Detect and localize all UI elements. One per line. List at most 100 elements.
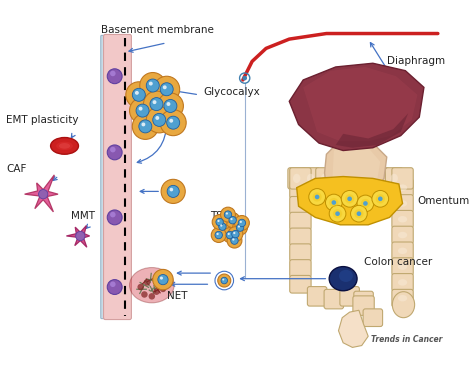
Circle shape: [341, 190, 358, 207]
Text: MMT: MMT: [71, 211, 95, 221]
FancyBboxPatch shape: [372, 168, 389, 189]
Circle shape: [167, 116, 180, 129]
Circle shape: [76, 231, 85, 241]
Circle shape: [149, 81, 153, 86]
Circle shape: [222, 228, 237, 243]
Circle shape: [129, 98, 155, 124]
Circle shape: [153, 100, 156, 104]
Text: Trends in Cancer: Trends in Cancer: [371, 335, 442, 344]
Circle shape: [312, 192, 322, 201]
Circle shape: [216, 218, 223, 226]
Circle shape: [132, 113, 158, 139]
FancyBboxPatch shape: [363, 309, 383, 327]
Circle shape: [110, 212, 116, 217]
Circle shape: [233, 220, 247, 235]
FancyBboxPatch shape: [288, 168, 306, 189]
Circle shape: [107, 145, 122, 160]
Circle shape: [126, 82, 152, 108]
Ellipse shape: [398, 264, 407, 270]
Circle shape: [136, 104, 149, 117]
Text: Glycocalyx: Glycocalyx: [204, 87, 261, 97]
Text: Colon cancer: Colon cancer: [364, 257, 432, 267]
Text: EMT plasticity: EMT plasticity: [6, 115, 79, 125]
Circle shape: [231, 237, 238, 244]
Circle shape: [153, 269, 173, 290]
Circle shape: [140, 73, 166, 98]
Circle shape: [228, 233, 230, 235]
Circle shape: [163, 86, 167, 89]
Circle shape: [233, 232, 236, 234]
Circle shape: [347, 196, 352, 201]
Circle shape: [155, 116, 159, 120]
FancyBboxPatch shape: [290, 259, 311, 277]
FancyBboxPatch shape: [103, 34, 131, 320]
Ellipse shape: [392, 292, 415, 318]
Circle shape: [372, 190, 389, 207]
Circle shape: [144, 279, 150, 286]
FancyBboxPatch shape: [354, 291, 374, 311]
Ellipse shape: [56, 142, 73, 150]
Circle shape: [356, 211, 361, 216]
FancyBboxPatch shape: [357, 168, 375, 189]
FancyBboxPatch shape: [101, 35, 108, 319]
Circle shape: [218, 274, 231, 287]
Circle shape: [146, 79, 159, 92]
Polygon shape: [338, 310, 368, 348]
Polygon shape: [297, 177, 402, 225]
Circle shape: [335, 211, 340, 216]
Ellipse shape: [376, 174, 384, 183]
Circle shape: [153, 288, 160, 295]
Circle shape: [333, 209, 342, 218]
Circle shape: [158, 279, 164, 286]
Circle shape: [237, 224, 244, 231]
FancyBboxPatch shape: [316, 168, 333, 189]
Circle shape: [107, 210, 122, 225]
Circle shape: [218, 220, 219, 222]
FancyBboxPatch shape: [290, 244, 311, 262]
Polygon shape: [289, 63, 424, 150]
Circle shape: [146, 107, 172, 133]
Polygon shape: [66, 225, 90, 247]
FancyBboxPatch shape: [329, 168, 347, 189]
Circle shape: [160, 83, 173, 96]
FancyBboxPatch shape: [392, 210, 413, 228]
FancyBboxPatch shape: [290, 212, 311, 230]
Circle shape: [217, 233, 219, 235]
Circle shape: [139, 120, 152, 133]
FancyBboxPatch shape: [353, 296, 374, 315]
Ellipse shape: [339, 270, 353, 282]
Polygon shape: [325, 139, 387, 201]
Circle shape: [238, 225, 240, 228]
Circle shape: [212, 215, 227, 229]
Circle shape: [157, 93, 183, 119]
Ellipse shape: [398, 248, 407, 254]
Ellipse shape: [349, 174, 356, 183]
Circle shape: [222, 279, 224, 280]
Ellipse shape: [391, 174, 398, 183]
Circle shape: [309, 189, 326, 205]
Circle shape: [329, 198, 338, 207]
Circle shape: [232, 239, 235, 241]
Circle shape: [227, 233, 242, 248]
Circle shape: [226, 212, 228, 215]
Circle shape: [158, 275, 168, 285]
Ellipse shape: [293, 174, 301, 183]
Circle shape: [220, 207, 236, 222]
Polygon shape: [303, 67, 418, 141]
Circle shape: [138, 107, 143, 110]
Circle shape: [326, 194, 342, 211]
Circle shape: [345, 194, 354, 203]
Circle shape: [242, 76, 247, 80]
Circle shape: [132, 88, 146, 101]
Circle shape: [38, 189, 48, 199]
FancyBboxPatch shape: [392, 179, 413, 196]
Text: Basement membrane: Basement membrane: [101, 25, 214, 35]
FancyBboxPatch shape: [340, 287, 359, 306]
Circle shape: [238, 219, 246, 227]
Circle shape: [153, 113, 166, 126]
Circle shape: [363, 201, 368, 206]
FancyBboxPatch shape: [392, 289, 413, 307]
Polygon shape: [332, 144, 380, 195]
Circle shape: [228, 227, 243, 241]
FancyBboxPatch shape: [392, 258, 413, 276]
